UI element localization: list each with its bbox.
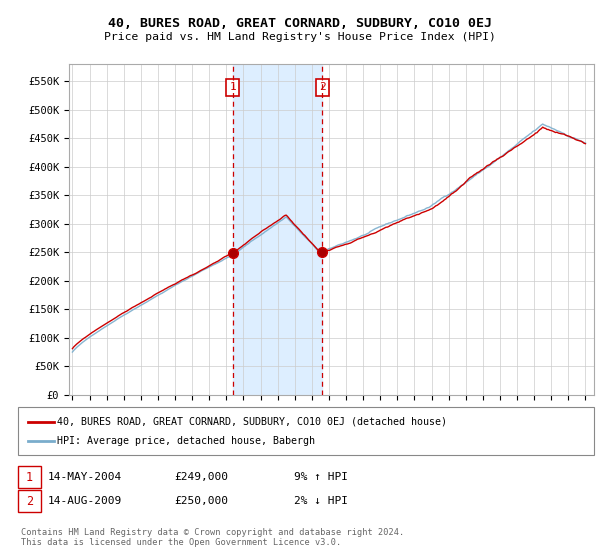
Text: HPI: Average price, detached house, Babergh: HPI: Average price, detached house, Babe… [57, 436, 315, 446]
Bar [233, 64, 322, 395]
Text: Contains HM Land Registry data © Crown copyright and database right 2024.
This d: Contains HM Land Registry data © Crown c… [21, 528, 404, 547]
Text: 2% ↓ HPI: 2% ↓ HPI [294, 496, 348, 506]
Text: 40, BURES ROAD, GREAT CORNARD, SUDBURY, CO10 0EJ (detached house): 40, BURES ROAD, GREAT CORNARD, SUDBURY, … [57, 417, 447, 427]
Text: 14-AUG-2009: 14-AUG-2009 [48, 496, 122, 506]
Text: 14-MAY-2004: 14-MAY-2004 [48, 472, 122, 482]
Text: 9% ↑ HPI: 9% ↑ HPI [294, 472, 348, 482]
Text: 1: 1 [229, 82, 236, 92]
Text: 1: 1 [26, 470, 33, 484]
Text: £249,000: £249,000 [174, 472, 228, 482]
Text: 40, BURES ROAD, GREAT CORNARD, SUDBURY, CO10 0EJ: 40, BURES ROAD, GREAT CORNARD, SUDBURY, … [108, 17, 492, 30]
Text: 2: 2 [319, 82, 326, 92]
Text: Price paid vs. HM Land Registry's House Price Index (HPI): Price paid vs. HM Land Registry's House … [104, 32, 496, 43]
Text: £250,000: £250,000 [174, 496, 228, 506]
Text: 2: 2 [26, 494, 33, 508]
